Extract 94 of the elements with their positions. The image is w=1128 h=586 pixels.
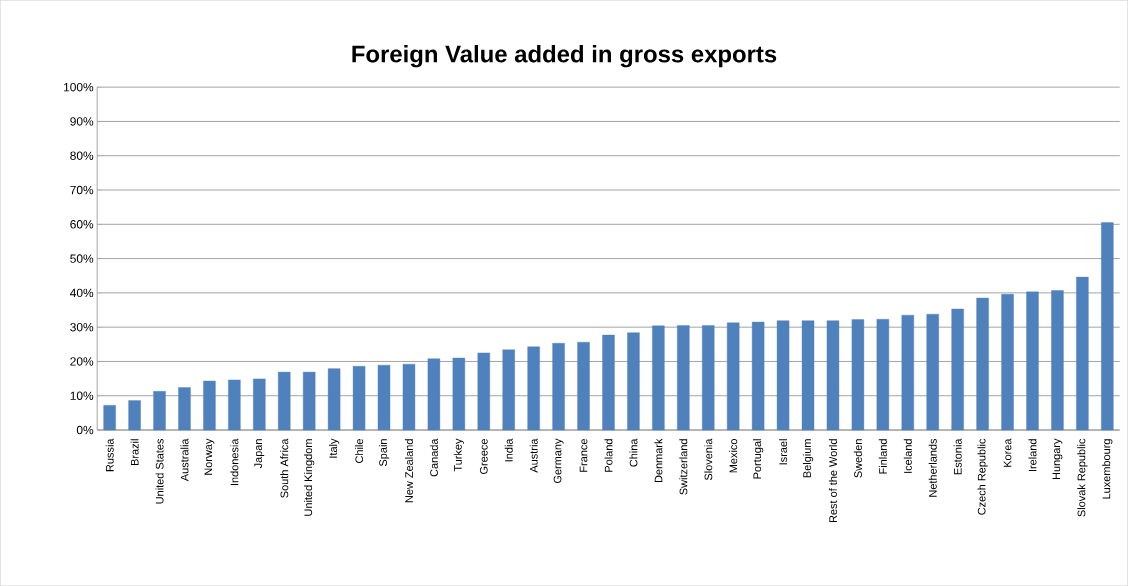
x-tick-label: Austria [529,438,538,473]
bar [178,387,191,431]
x-tick-label: Mexico [729,438,738,473]
bar [652,325,665,431]
x-tick-label: Japan [254,439,265,469]
bar [627,332,640,431]
x-tick-label: Finland [878,439,887,474]
bar [1026,291,1039,431]
bar [427,358,441,431]
bar [352,365,366,431]
y-tick-label: 10% [70,391,94,400]
bar [751,321,765,431]
y-tick-label: 70% [70,185,94,195]
bar [851,319,865,431]
bar [976,297,989,431]
y-tick-label: 40% [70,288,94,298]
bar [776,320,790,431]
x-tick-label: Poland [604,439,613,472]
x-tick-label: United Kingdom [304,439,315,516]
bar [477,352,490,431]
x-tick-label: Czech Republic [977,438,988,515]
x-tick-label: New Zealand [404,439,413,503]
x-tick-label: Luxembourg [1102,439,1113,499]
x-tick-label: Canada [429,438,438,477]
bar [926,313,939,431]
y-tick-label: 90% [70,117,94,126]
x-tick-label: Slovak Republic [1077,438,1088,517]
x-tick-label: United States [155,438,164,504]
x-tick-label: Indonesia [230,438,239,485]
bar [826,320,840,431]
y-tick-label: 80% [70,151,94,160]
x-tick-label: Estonia [953,438,962,475]
x-tick-label: Denmark [654,438,663,482]
x-tick-label: Australia [180,438,189,482]
x-tick-label: Iceland [903,439,912,473]
bar [951,308,964,431]
x-tick-label: Spain [378,439,390,466]
bar [302,371,316,431]
x-tick-label: Greece [479,438,488,474]
y-tick-label: 100% [64,82,94,92]
bar [452,357,466,431]
bar [128,400,141,431]
x-tick-label: China [629,438,638,467]
bar [527,346,540,431]
x-tick-label: Hungary [1052,438,1063,479]
bar [377,364,391,431]
bar [552,343,565,431]
x-tick-label: Norway [204,438,215,475]
bar [502,349,515,431]
bar [203,380,216,431]
y-tick-label: 20% [70,357,94,366]
bar [253,378,266,431]
bar [153,391,166,431]
x-tick-label: Sweden [853,439,862,478]
bar [876,319,890,431]
x-tick-label: Slovenia [704,438,713,480]
bar [1101,222,1114,431]
x-tick-label: France [579,438,588,472]
bar [402,363,416,431]
y-tick-label: 30% [70,322,94,332]
bar [228,379,241,431]
x-tick-label: Belgium [802,439,814,478]
x-tick-label: India [504,438,513,462]
x-tick-label: Netherlands [928,438,937,497]
x-tick-label: Rest of the World [828,439,837,522]
bar [602,334,615,431]
bar [327,368,341,431]
bar [278,371,291,431]
y-tick-label: 50% [70,254,94,263]
x-tick-label: Switzerland [679,439,688,495]
bar [801,320,815,431]
bar [1001,293,1014,431]
x-tick-label: Italy [329,438,340,458]
x-tick-label: Germany [553,438,564,483]
x-tick-label: South Africa [280,438,289,498]
x-tick-label: Turkey [453,438,464,472]
x-tick-label: Ireland [1028,439,1037,471]
y-tick-label: 0% [76,425,94,435]
chart-title: Foreign Value added in gross exports [352,44,777,68]
bar [1076,276,1089,431]
bar [103,405,116,431]
x-tick-label: Brazil [130,439,139,465]
bar [577,341,590,431]
bar [702,325,715,431]
x-tick-label: Korea [1003,438,1012,467]
x-tick-label: Portugal [753,439,764,479]
bar [901,314,914,431]
x-tick-label: Chile [355,438,364,463]
bar [726,322,740,431]
bar [1051,290,1064,431]
x-tick-label: Russia [105,438,114,472]
x-tick-label: Israel [779,439,788,465]
y-tick-label: 60% [70,220,94,229]
bar [677,325,690,431]
